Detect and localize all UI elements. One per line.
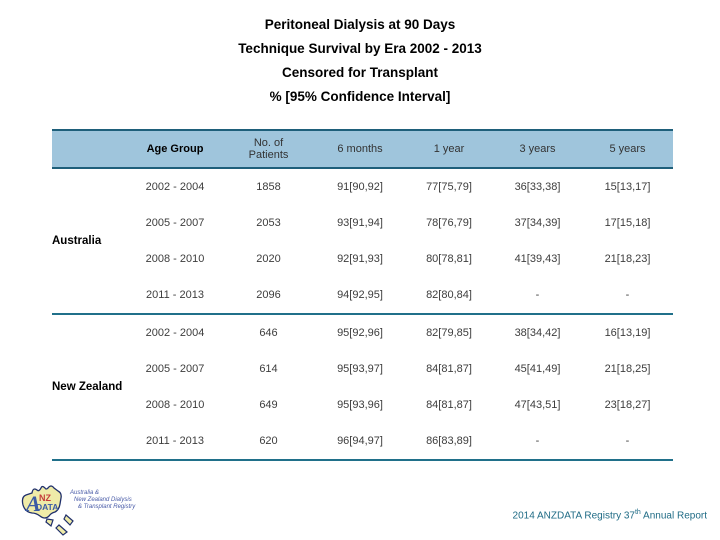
- table-cell: 36[33,38]: [514, 181, 561, 193]
- table-cell: 47[43,51]: [514, 399, 561, 411]
- table-cell: 93[91,94]: [337, 217, 383, 229]
- table-cell: 2005 - 2007: [145, 217, 205, 229]
- anzdata-logo-caption: Australia & New Zealand Dialysis & Trans…: [70, 490, 136, 510]
- table-cell: 95[93,97]: [337, 363, 383, 375]
- svg-text:NZ: NZ: [39, 493, 51, 503]
- header-6-months: 6 months: [337, 142, 383, 155]
- table-cell: 2020: [256, 253, 281, 265]
- table-cell: 91[90,92]: [337, 181, 383, 193]
- table-cell: 84[81,87]: [426, 363, 472, 375]
- table-cell: 2002 - 2004: [145, 327, 205, 339]
- table-cell: 96[94,97]: [337, 435, 383, 447]
- table-cell: -: [625, 435, 630, 447]
- group-label-new-zealand: New Zealand: [52, 381, 123, 393]
- header-5-years: 5 years: [609, 142, 646, 155]
- report-reference: 2014 ANZDATA Registry 37th Annual Report: [512, 509, 707, 522]
- table-cell: 82[80,84]: [426, 289, 472, 301]
- page-title: Peritoneal Dialysis at 90 Days Technique…: [0, 13, 720, 109]
- table-cell: 17[15,18]: [604, 217, 651, 229]
- table-cell: 620: [259, 435, 278, 447]
- table-cell: 2096: [256, 289, 281, 301]
- table-header-row: Age Group No. of Patients 6 months 1 yea…: [52, 129, 673, 169]
- table-cell: 95[92,96]: [337, 327, 383, 339]
- section-new-zealand: New Zealand 2002 - 2004 646 95[92,96] 82…: [52, 315, 673, 461]
- anzdata-map-icon: A NZ DATA: [21, 485, 74, 536]
- svg-text:DATA: DATA: [36, 502, 58, 512]
- header-age-group: Age Group: [146, 142, 204, 155]
- table-cell: 21[18,23]: [604, 253, 651, 265]
- table-cell: 646: [259, 327, 278, 339]
- table-cell: 23[18,27]: [604, 399, 651, 411]
- table-cell: 38[34,42]: [514, 327, 561, 339]
- title-line-2: Technique Survival by Era 2002 - 2013: [238, 41, 482, 56]
- title-line-3: Censored for Transplant: [281, 65, 439, 80]
- section-australia: Australia 2002 - 2004 1858 91[90,92] 77[…: [52, 169, 673, 315]
- table-cell: 2011 - 2013: [146, 289, 204, 301]
- table-cell: 77[75,79]: [426, 181, 472, 193]
- svg-text:A: A: [24, 491, 41, 516]
- table-cell: 2008 - 2010: [145, 399, 205, 411]
- table-cell: 94[92,95]: [337, 289, 383, 301]
- title-line-4: % [95% Confidence Interval]: [269, 89, 451, 104]
- header-3-years: 3 years: [519, 142, 556, 155]
- table-cell: 21[18,25]: [604, 363, 651, 375]
- table-cell: 649: [259, 399, 278, 411]
- table-cell: -: [535, 435, 540, 447]
- table-cell: 2002 - 2004: [145, 181, 205, 193]
- table-cell: 2053: [256, 217, 281, 229]
- title-line-1: Peritoneal Dialysis at 90 Days: [264, 17, 456, 32]
- table-cell: 1858: [256, 181, 281, 193]
- table-cell: 614: [259, 363, 278, 375]
- table-cell: -: [535, 289, 540, 301]
- table-cell: 92[91,93]: [337, 253, 383, 265]
- table-cell: 80[78,81]: [426, 253, 472, 265]
- table-cell: 15[13,17]: [604, 181, 651, 193]
- table-cell: 95[93,96]: [337, 399, 383, 411]
- table-cell: 84[81,87]: [426, 399, 472, 411]
- table-cell: -: [625, 289, 630, 301]
- group-label-australia: Australia: [52, 235, 102, 247]
- table-cell: 2011 - 2013: [146, 435, 204, 447]
- anzdata-logo: A NZ DATA Australia & New Zealand Dialys…: [20, 482, 220, 538]
- survival-table: Age Group No. of Patients 6 months 1 yea…: [52, 129, 673, 461]
- table-cell: 78[76,79]: [426, 217, 472, 229]
- table-cell: 2005 - 2007: [145, 363, 205, 375]
- table-cell: 86[83,89]: [426, 435, 472, 447]
- table-cell: 37[34,39]: [514, 217, 561, 229]
- table-cell: 16[13,19]: [604, 327, 651, 339]
- table-cell: 2008 - 2010: [145, 253, 205, 265]
- table-cell: 82[79,85]: [426, 327, 472, 339]
- header-no-of-patients: No. of Patients: [248, 136, 289, 162]
- table-cell: 41[39,43]: [514, 253, 561, 265]
- header-1-year: 1 year: [433, 142, 465, 155]
- table-cell: 45[41,49]: [514, 363, 561, 375]
